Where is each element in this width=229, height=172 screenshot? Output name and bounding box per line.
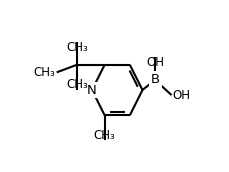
Text: CH₃: CH₃ <box>66 78 87 91</box>
Text: CH₃: CH₃ <box>66 41 87 54</box>
Text: OH: OH <box>145 56 163 69</box>
Text: OH: OH <box>172 89 190 101</box>
Text: B: B <box>150 73 159 86</box>
Text: N: N <box>87 84 96 96</box>
Text: CH₃: CH₃ <box>33 66 55 79</box>
Text: CH₃: CH₃ <box>93 129 115 142</box>
